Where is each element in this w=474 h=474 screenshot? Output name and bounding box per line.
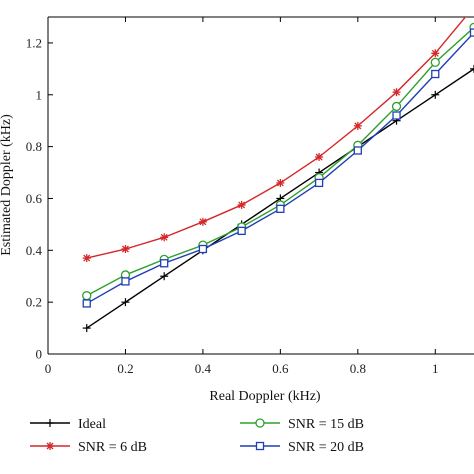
legend-label: Ideal bbox=[78, 417, 106, 432]
data-point bbox=[470, 64, 474, 73]
legend-item: Ideal bbox=[30, 417, 106, 432]
data-point bbox=[431, 69, 440, 79]
data-point bbox=[470, 3, 474, 11]
data-point bbox=[82, 254, 91, 263]
data-point bbox=[160, 272, 169, 281]
legend-item: SNR = 20 dB bbox=[240, 440, 364, 455]
axes bbox=[47, 16, 474, 355]
data-point bbox=[392, 88, 401, 97]
data-point bbox=[237, 226, 246, 236]
series-2 bbox=[82, 22, 474, 301]
x-ticks: 0 0.2 0.4 0.6 0.8 1 bbox=[45, 17, 439, 376]
data-point bbox=[121, 298, 130, 307]
data-point bbox=[276, 178, 285, 187]
x-tick-label: 0.2 bbox=[117, 361, 133, 376]
y-ticks: 0 0.2 0.4 0.6 0.8 1 1.2 bbox=[26, 35, 53, 362]
legend: Ideal SNR = 6 dB SNR = 15 dB SNR = 20 dB bbox=[30, 417, 364, 455]
x-tick-label: 1 bbox=[432, 361, 439, 376]
x-tick-label: 0.4 bbox=[195, 361, 212, 376]
y-tick-label: 0.6 bbox=[26, 191, 43, 206]
y-tick-label: 0.8 bbox=[26, 139, 42, 154]
data-point bbox=[198, 217, 207, 226]
x-axis-label: Real Doppler (kHz) bbox=[209, 389, 321, 404]
data-point bbox=[315, 152, 324, 161]
x-tick-label: 0 bbox=[45, 361, 52, 376]
series-line bbox=[86, 26, 474, 297]
data-point bbox=[198, 244, 208, 254]
data-point bbox=[391, 101, 402, 112]
series-layer bbox=[82, 3, 474, 333]
data-point bbox=[121, 245, 130, 254]
data-point bbox=[469, 28, 474, 37]
data-point bbox=[82, 299, 91, 308]
legend-marker bbox=[46, 442, 54, 450]
data-point bbox=[121, 277, 130, 286]
y-tick-label: 0 bbox=[36, 347, 43, 362]
data-point bbox=[276, 204, 285, 213]
legend-marker bbox=[46, 419, 54, 427]
data-point bbox=[82, 324, 91, 333]
legend-label: SNR = 15 dB bbox=[288, 417, 364, 432]
data-point bbox=[314, 178, 324, 188]
y-tick-label: 1.2 bbox=[26, 35, 42, 50]
x-tick-label: 0.6 bbox=[272, 361, 289, 376]
data-point bbox=[353, 121, 362, 130]
data-point bbox=[237, 200, 246, 209]
legend-item: SNR = 6 dB bbox=[30, 440, 147, 455]
data-point bbox=[392, 111, 401, 120]
series-line bbox=[86, 17, 467, 259]
y-tick-label: 1 bbox=[36, 87, 43, 102]
y-tick-label: 0.2 bbox=[26, 295, 42, 310]
legend-item: SNR = 15 dB bbox=[240, 417, 364, 432]
data-point bbox=[430, 57, 440, 68]
legend-label: SNR = 6 dB bbox=[78, 440, 147, 455]
series-1 bbox=[82, 3, 474, 263]
legend-label: SNR = 20 dB bbox=[288, 440, 364, 455]
y-tick-label: 0.4 bbox=[26, 243, 43, 258]
legend-marker bbox=[255, 441, 265, 451]
data-point bbox=[353, 146, 362, 155]
series-3 bbox=[82, 28, 474, 308]
series-0 bbox=[82, 64, 474, 333]
data-point bbox=[82, 291, 92, 301]
data-point bbox=[431, 90, 440, 99]
data-point bbox=[160, 233, 169, 242]
data-point bbox=[160, 259, 169, 268]
x-tick-label: 0.8 bbox=[350, 361, 366, 376]
legend-marker bbox=[255, 418, 265, 428]
y-axis-label: Estimated Doppler (kHz) bbox=[0, 114, 14, 256]
data-point bbox=[431, 49, 440, 58]
